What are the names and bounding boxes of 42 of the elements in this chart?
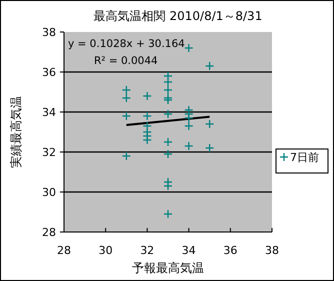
point — [184, 43, 194, 53]
x-tick-label: 28 — [57, 244, 71, 257]
point — [142, 91, 152, 101]
chart-title: 最高気温相関 2010/8/1～8/31 — [94, 9, 262, 23]
point — [163, 85, 173, 95]
point — [163, 209, 173, 219]
point — [122, 111, 131, 121]
point — [205, 143, 214, 153]
x-tick-label: 30 — [98, 244, 113, 257]
point — [122, 85, 131, 95]
y-axis-title: 実績最高気温 — [9, 96, 23, 168]
point — [184, 113, 194, 123]
point — [163, 109, 173, 119]
point — [122, 93, 131, 103]
point — [142, 135, 152, 145]
annotation: R² = 0.0044 — [94, 55, 158, 67]
y-tick-label: 32 — [42, 146, 56, 159]
point — [163, 181, 173, 191]
point — [142, 111, 152, 121]
y-tick-label: 38 — [42, 26, 56, 39]
y-tick-label: 34 — [42, 106, 56, 119]
point — [122, 151, 131, 161]
point — [163, 77, 173, 87]
y-tick-label: 36 — [42, 66, 56, 79]
x-tick-label: 36 — [223, 244, 238, 257]
y-tick-label: 28 — [42, 226, 56, 239]
x-axis-title: 予報最高気温 — [132, 261, 204, 275]
point — [163, 137, 173, 147]
point — [163, 149, 173, 159]
x-tick-label: 34 — [182, 244, 196, 257]
point — [205, 61, 214, 71]
point — [205, 119, 214, 129]
x-tick-label: 38 — [265, 244, 279, 257]
point — [184, 141, 194, 151]
annotation: y = 0.1028x + 30.164 — [68, 38, 186, 50]
point — [184, 121, 194, 131]
legend: 7日前 — [276, 148, 328, 174]
point — [142, 121, 152, 131]
point — [163, 71, 173, 81]
x-tick-label: 32 — [140, 244, 154, 257]
y-tick-label: 30 — [42, 186, 56, 199]
legend-label: 7日前 — [290, 151, 319, 164]
